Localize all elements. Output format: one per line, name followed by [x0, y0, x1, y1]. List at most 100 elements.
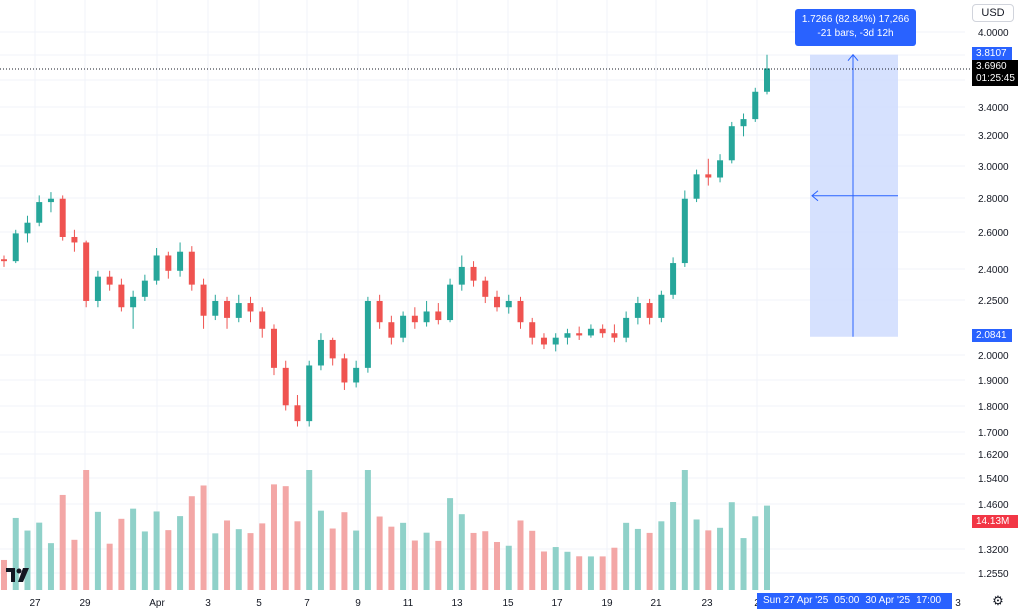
tradingview-logo-icon[interactable]	[6, 566, 32, 584]
volume-bar	[505, 545, 512, 590]
volume-bar	[270, 484, 277, 590]
volume-bar	[411, 540, 418, 590]
volume-bar	[540, 551, 547, 590]
price-tick-label: 1.8000	[978, 402, 1009, 413]
time-tick-label: 17	[551, 598, 563, 609]
candle-body	[36, 202, 43, 223]
time-tick-label: 3	[205, 598, 211, 609]
price-tick-label: 1.9000	[978, 376, 1009, 387]
currency-button[interactable]: USD	[972, 4, 1014, 22]
volume-bar	[740, 538, 747, 590]
candle-body	[740, 119, 747, 127]
candle-body	[329, 339, 336, 359]
price-tick-label: 2.0000	[978, 351, 1009, 362]
volume-bar	[517, 520, 524, 590]
candle-body	[165, 255, 172, 271]
volume-bar	[728, 502, 735, 590]
volume-bar	[59, 494, 66, 590]
candle-body	[447, 284, 454, 321]
volume-bar	[599, 556, 606, 590]
volume-bar	[764, 505, 770, 590]
time-tick-label: 11	[403, 598, 414, 609]
volume-bar	[83, 470, 90, 590]
price-tick-label: 2.2500	[978, 296, 1009, 307]
volume-bar	[681, 470, 688, 590]
candle-body	[658, 294, 665, 318]
price-tick-label: 1.5400	[978, 474, 1009, 485]
measure-date-range: Sun 27 Apr '25 05:00 30 Apr '25 17:00	[757, 593, 952, 609]
volume-bar	[306, 470, 313, 590]
volume-bar	[717, 527, 724, 590]
candle-body	[611, 333, 618, 338]
candle-body	[306, 365, 313, 422]
price-tick-label: 2.6000	[978, 228, 1009, 239]
volume-bar	[36, 522, 43, 590]
volume-bar	[1, 559, 7, 590]
candle-body	[400, 315, 407, 338]
volume-bar	[329, 528, 336, 590]
candle-body	[294, 405, 301, 422]
candle-body	[177, 251, 184, 271]
volume-bar	[165, 530, 172, 590]
candle-body	[764, 68, 770, 92]
volume-bar	[587, 556, 594, 590]
candle-body	[564, 333, 571, 338]
volume-bar	[177, 516, 184, 590]
candle-body	[599, 328, 606, 334]
candle-body	[235, 303, 242, 318]
volume-bar	[494, 541, 501, 590]
candle-body	[517, 300, 524, 323]
time-tick-label: 3	[955, 598, 961, 609]
range-start-time: 05:00	[834, 595, 860, 606]
candle-body	[646, 303, 653, 318]
candle-body	[71, 236, 78, 243]
volume-bar	[212, 533, 219, 590]
time-tick-label: 27	[29, 598, 41, 609]
time-tick-label: 19	[601, 598, 613, 609]
measure-top-price-tag: 3.8107	[972, 47, 1012, 60]
time-tick-label: 15	[502, 598, 514, 609]
candle-body	[705, 174, 712, 178]
candle-body	[411, 315, 418, 323]
candle-body	[270, 328, 277, 368]
candle-body	[505, 300, 512, 308]
volume-bar	[658, 521, 665, 590]
volume-bar	[71, 539, 78, 590]
volume-bar	[12, 517, 19, 590]
volume-bar	[564, 551, 571, 590]
price-tick-label: 1.2550	[978, 569, 1009, 580]
candle-body	[353, 367, 360, 383]
candle-body	[106, 276, 113, 285]
bar-countdown: 01:25:45	[976, 73, 1015, 84]
volume-bar	[188, 496, 195, 590]
candle-body	[130, 296, 137, 308]
volume-bar	[552, 547, 559, 590]
candle-body	[623, 317, 630, 338]
candle-body	[529, 322, 536, 338]
volume-bar	[482, 531, 489, 590]
candle-body	[681, 198, 688, 264]
time-tick-label: Apr	[149, 598, 165, 609]
time-tick-label: 13	[451, 598, 463, 609]
price-tick-label: 3.2000	[978, 131, 1009, 142]
volume-value-tag: 14.13M	[972, 515, 1018, 528]
volume-bar	[247, 533, 254, 590]
price-tick-label: 4.0000	[978, 28, 1009, 39]
time-tick-label: 29	[79, 598, 91, 609]
candle-body	[188, 251, 195, 285]
last-price-tag: 3.6960 01:25:45	[972, 60, 1018, 86]
volume-bar	[364, 470, 371, 590]
candlestick-series	[1, 54, 770, 427]
candle-body	[693, 174, 700, 199]
price-tick-label: 1.6200	[978, 450, 1009, 461]
candle-body	[224, 300, 231, 318]
volume-bar	[529, 530, 536, 590]
volume-bar	[224, 520, 231, 590]
volume-bar	[259, 523, 266, 590]
volume-bar	[153, 511, 160, 590]
price-axis[interactable]: 4.0000 3.4000 3.2000 3.0000 2.8000 2.6000 2.40…	[978, 28, 1009, 580]
gear-icon[interactable]: ⚙	[992, 593, 1004, 608]
candle-body	[552, 337, 559, 345]
candle-body	[259, 311, 266, 329]
